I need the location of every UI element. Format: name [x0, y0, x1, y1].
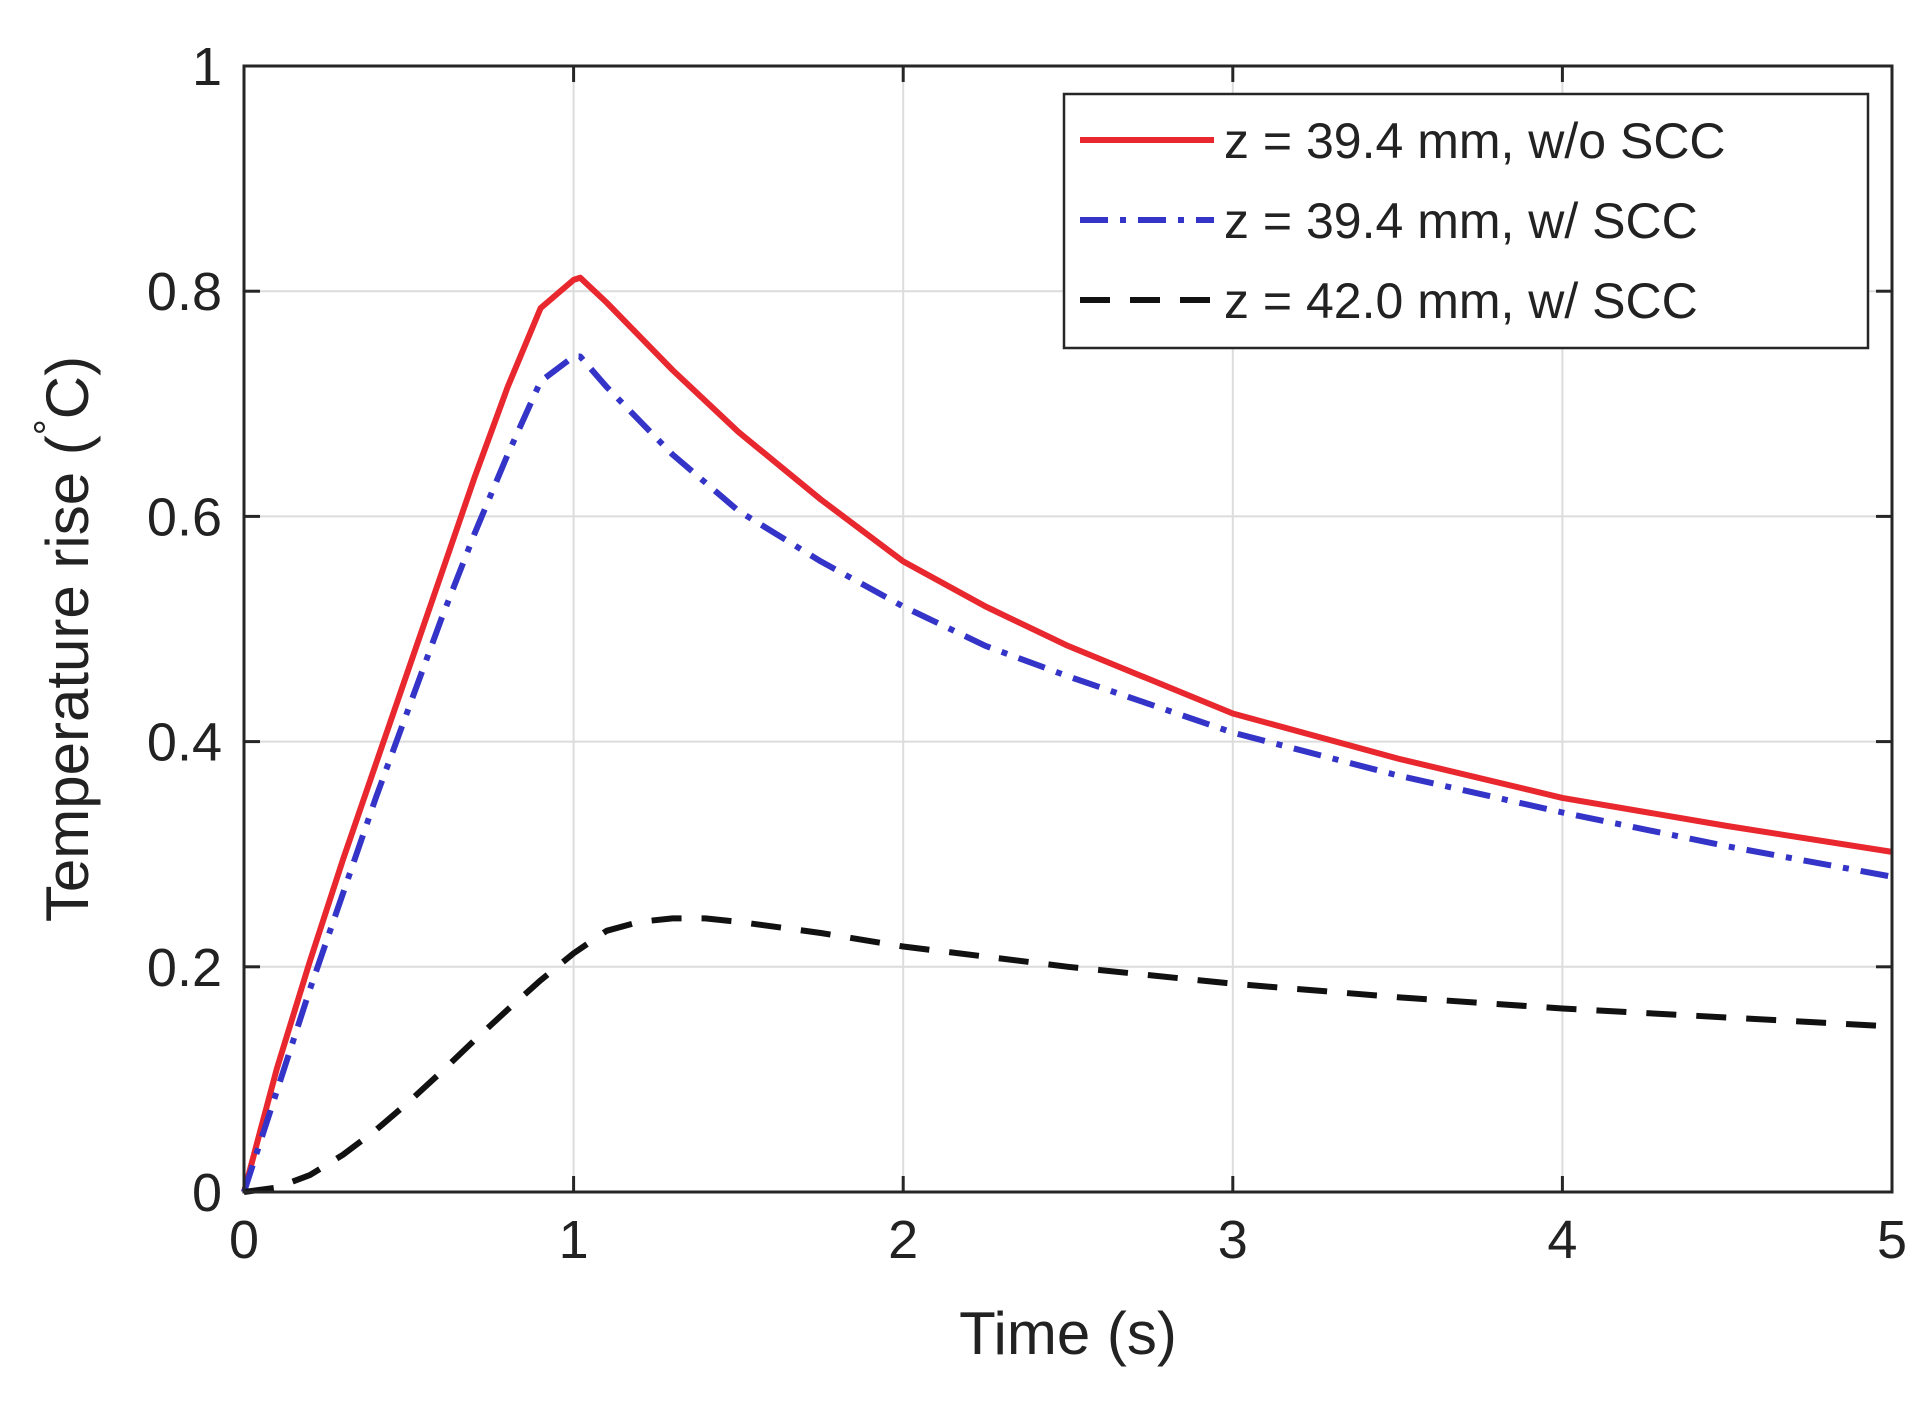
x-tick-label: 2 — [888, 1210, 918, 1270]
x-tick-label: 3 — [1218, 1210, 1248, 1270]
legend-entry-label: z = 42.0 mm, w/ SCC — [1224, 273, 1698, 329]
series-blue-line — [241, 353, 1893, 1193]
x-tick-label: 1 — [559, 1210, 589, 1270]
series-group — [241, 274, 1893, 1195]
x-axis-label: Time (s) — [959, 1300, 1177, 1367]
plot-area-frame — [242, 64, 1894, 1194]
x-tick-labels: 0 1 2 3 4 5 — [229, 1210, 1907, 1270]
y-tick-label: 1 — [192, 37, 222, 97]
legend: z = 39.4 mm, w/o SCC z = 39.4 mm, w/ SCC z… — [1062, 92, 1870, 350]
y-axis-label: Temperature rise (°C) — [27, 356, 101, 922]
y-tick-label: 0.6 — [147, 487, 222, 547]
legend-entry-label: z = 39.4 mm, w/ SCC — [1224, 193, 1698, 249]
degree-symbol: ° — [27, 419, 71, 435]
y-axis-label-text: Temperature rise ( — [34, 435, 101, 922]
x-tick-label: 5 — [1877, 1210, 1907, 1270]
legend-entry-label: z = 39.4 mm, w/o SCC — [1224, 113, 1726, 169]
y-tick-label: 0.4 — [147, 713, 222, 773]
y-tick-labels: 0 0.2 0.4 0.6 0.8 1 — [147, 37, 222, 1223]
y-tick-label: 0 — [192, 1163, 222, 1223]
axis-ticks — [242, 64, 1894, 1194]
y-axis-label-unit: C) — [34, 356, 101, 419]
y-tick-label: 0.2 — [147, 938, 222, 998]
series-red-line — [241, 274, 1893, 1193]
x-tick-label: 0 — [229, 1210, 259, 1270]
x-tick-label: 4 — [1547, 1210, 1577, 1270]
series-black-line — [243, 915, 1893, 1195]
y-tick-label: 0.8 — [147, 262, 222, 322]
